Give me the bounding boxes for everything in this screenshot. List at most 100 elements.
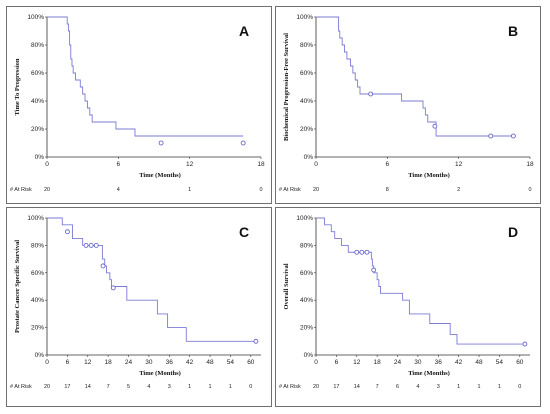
y-tick-label: 80% [300,42,313,49]
y-tick-label: 40% [300,98,313,105]
x-tick-label: 60 [516,359,524,366]
x-tick-label: 0 [314,359,318,366]
y-tick-label: 60% [300,270,313,277]
x-axis-title: Time (Months) [139,370,181,377]
censor-marker [83,243,89,248]
chart-b: 0% 20% 40% 60% 80% 100% 0 6 12 18 Time (Months) Bio… [279,14,534,193]
y-tick-label: 0% [35,352,45,359]
x-tick-label: 24 [125,359,133,366]
censor-marker [354,249,360,255]
x-tick-label: 12 [455,161,463,168]
x-axis-title: Time (Months) [408,172,450,179]
y-tick-label: 20% [31,126,44,133]
censor-marker [253,338,259,344]
x-tick-label: 18 [374,359,382,366]
censor-marker [158,140,164,146]
at-risk-value: 0 [528,187,531,193]
x-tick-label: 36 [435,359,443,366]
y-axis-title: Prostate Cancer Specific Survival [14,240,21,333]
at-risk-value: 4 [416,384,419,390]
at-risk-value: 1 [209,384,212,390]
x-tick-label: 6 [386,161,390,168]
chart-d: 0%20%40%60%80%100%0 6 12 18 24 30 36 42 48 54 60Ti… [279,215,530,390]
censor-marker [522,341,528,347]
at-risk-value: 20 [44,187,50,193]
censor-marker [510,133,516,139]
x-tick-label: 12 [186,161,194,168]
x-tick-label: 0 [45,359,49,366]
survival-curve [47,16,244,137]
x-tick-label: 36 [166,359,174,366]
y-axis-title: Time To Progression [14,58,21,115]
y-tick-label: 60% [31,70,44,77]
at-risk-label: # At Risk [10,384,32,390]
y-tick-label: 80% [300,242,313,249]
at-risk-value: 7 [376,384,379,390]
chart-a: 0% 20% 40% 60% 80% 100% 0 6 12 18 Time (Months) Tim… [10,14,265,193]
y-tick-label: 0% [304,154,314,161]
at-risk-value: 17 [64,384,70,390]
at-risk-label: # At Risk [10,187,32,193]
y-tick-label: 0% [35,154,45,161]
x-tick-label: 60 [247,359,255,366]
x-tick-label: 6 [335,359,339,366]
x-tick-label: 48 [206,359,214,366]
at-risk-value: 3 [168,384,171,390]
y-axis-title: Overall Survival [283,263,290,309]
at-risk-value: 0 [259,187,262,193]
y-tick-label: 20% [300,325,313,332]
y-tick-label: 80% [31,242,44,249]
panel-letter: A [239,23,249,39]
y-tick-label: 40% [300,297,313,304]
x-tick-label: 18 [526,161,534,168]
censor-marker [100,263,106,269]
censor-marker [359,249,365,255]
x-tick-label: 12 [84,359,92,366]
x-tick-label: 30 [414,359,422,366]
x-tick-label: 42 [186,359,194,366]
at-risk-value: 8 [386,187,389,193]
y-tick-label: 100% [27,14,44,21]
x-tick-label: 6 [117,161,121,168]
x-tick-label: 54 [496,359,504,366]
censor-marker [88,243,94,248]
x-tick-label: 12 [353,359,361,366]
x-tick-label: 54 [227,359,235,366]
x-tick-label: 30 [145,359,153,366]
at-risk-value: 17 [333,384,339,390]
y-tick-label: 80% [31,42,44,49]
x-axis-title: Time (Months) [139,172,181,179]
at-risk-label: # At Risk [279,384,301,390]
at-risk-value: 1 [188,187,191,193]
at-risk-value: 1 [457,384,460,390]
censor-marker [368,91,374,97]
y-tick-label: 20% [31,325,44,332]
at-risk-value: 20 [313,187,319,193]
at-risk-value: 14 [354,384,360,390]
at-risk-value: 0 [249,384,252,390]
censor-marker [64,229,70,235]
at-risk-value: 7 [107,384,110,390]
panel-letter: D [508,224,518,240]
y-tick-label: 60% [31,270,44,277]
at-risk-value: 1 [478,384,481,390]
at-risk-value: 6 [396,384,399,390]
censor-marker [110,285,116,291]
y-tick-label: 100% [296,215,313,222]
x-tick-label: 18 [257,161,265,168]
panel-letter: C [239,224,249,240]
survival-curve [316,16,514,137]
at-risk-value: 20 [313,384,319,390]
y-tick-label: 0% [304,352,314,359]
y-tick-label: 60% [300,70,313,77]
x-tick-label: 48 [475,359,483,366]
x-tick-label: 0 [314,161,318,168]
y-tick-label: 100% [27,215,44,222]
at-risk-value: 3 [437,384,440,390]
x-tick-label: 42 [455,359,463,366]
chart-c: 0%20%40%60%80%100%0 6 12 18 24 30 36 42 48 54 60Ti… [10,215,261,390]
panel-a: 0% 20% 40% 60% 80% 100% 0 6 12 18 Time (Months) Tim… [6,6,272,204]
at-risk-value: 4 [147,384,150,390]
at-risk-value: 1 [188,384,191,390]
panel-d: 0% 20% 40% 60% 80% 100% 0 6 12 18 24 30 36 42 48 54 60 Ti… [275,207,541,407]
